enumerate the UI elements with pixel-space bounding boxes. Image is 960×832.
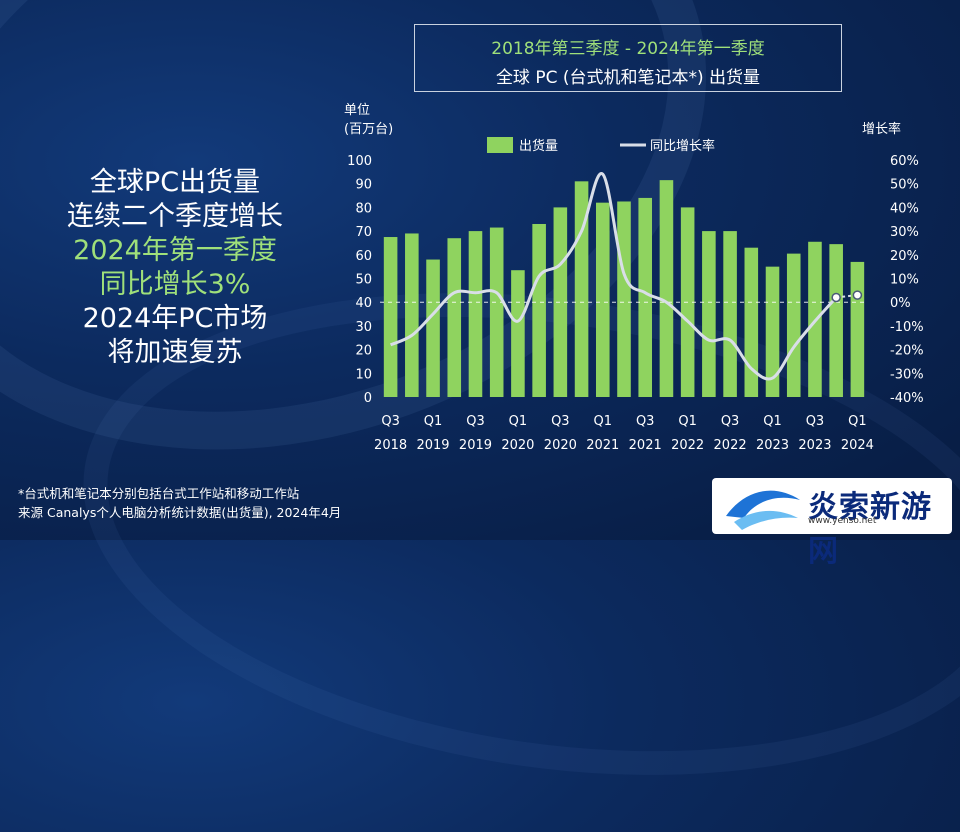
watermark-url: www.yenso.net: [808, 516, 877, 526]
x-tick-year: 2020: [544, 438, 577, 453]
x-tick-quarter: Q1: [763, 414, 782, 429]
y2-tick-label: 30%: [890, 225, 919, 240]
bar-shipments: [850, 261, 865, 397]
bar-shipments: [638, 197, 653, 397]
watermark-text: 炎索新游网: [808, 490, 932, 569]
bar-shipments: [468, 231, 483, 397]
headline-line-6: 将加速复苏: [107, 337, 243, 368]
watermark-logo: 炎索新游网 www.yenso.net: [712, 478, 952, 569]
x-tick-year: 2020: [501, 438, 534, 453]
footnote-definition: *台式机和笔记本分别包括台式工作站和移动工作站: [18, 486, 300, 501]
footnote: *台式机和笔记本分别包括台式工作站和移动工作站 来源 Canalys个人电脑分析…: [18, 484, 341, 522]
x-tick-year: 2024: [841, 438, 874, 453]
bar-shipments: [765, 266, 780, 397]
chart-title-period: 2018年第三季度 - 2024年第一季度: [491, 39, 765, 59]
x-tick-year: 2021: [586, 438, 619, 453]
bar-shipments: [489, 227, 504, 397]
y2-tick-label: -30%: [890, 367, 924, 382]
y-tick-label: 60: [355, 249, 372, 264]
y-tick-label: 50: [355, 273, 372, 288]
bar-shipments: [447, 238, 462, 397]
y-tick-label: 80: [355, 201, 372, 216]
x-tick-quarter: Q1: [678, 414, 697, 429]
growth-rate-point: [852, 290, 863, 300]
y2-tick-label: 60%: [890, 154, 919, 169]
y-axis-label-units-detail: (百万台): [344, 122, 393, 137]
headline-line-1: 全球PC出货量: [89, 167, 261, 198]
legend-bar-swatch: [487, 137, 513, 153]
x-tick-quarter: Q1: [848, 414, 867, 429]
headline-line-4: 同比增长3%: [99, 269, 251, 300]
y-tick-label: 100: [347, 154, 372, 169]
y2-tick-label: 10%: [890, 273, 919, 288]
headline-line-2: 连续二个季度增长: [67, 201, 283, 232]
footnote-source: 来源 Canalys个人电脑分析统计数据(出货量), 2024年4月: [18, 505, 342, 520]
bar-shipments: [532, 223, 546, 397]
y-tick-label: 70: [355, 225, 372, 240]
y-tick-label: 30: [355, 320, 372, 335]
legend-bar-label: 出货量: [519, 138, 558, 154]
y-axis-label-unit: 单位: [344, 103, 370, 118]
y2-tick-label: -10%: [890, 320, 924, 335]
y-tick-label: 20: [355, 344, 372, 359]
y2-tick-label: -20%: [890, 344, 924, 359]
y2-tick-label: 40%: [890, 201, 919, 216]
bar-shipments: [702, 231, 716, 397]
legend-line-label: 同比增长率: [650, 138, 715, 154]
shipment-chart: 单位 (百万台) 增长率 出货量 同比增长率 0 10 20 30 40 50 60 70 80…: [344, 103, 923, 453]
x-tick-quarter: Q3: [636, 414, 655, 429]
x-tick-quarter: Q1: [424, 414, 443, 429]
y2-tick-label: 0%: [890, 296, 911, 311]
x-tick-quarter: Q3: [466, 414, 485, 429]
x-tick-year: 2022: [714, 438, 747, 453]
x-tick-year: 2019: [416, 438, 449, 453]
x-tick-quarter: Q3: [551, 414, 570, 429]
x-tick-year: 2018: [374, 438, 407, 453]
x-tick-quarter: Q3: [381, 414, 400, 429]
x-tick-quarter: Q3: [721, 414, 740, 429]
y2-tick-label: 50%: [890, 178, 919, 193]
x-tick-quarter: Q3: [806, 414, 825, 429]
bar-shipments: [744, 247, 759, 397]
y-tick-label: 0: [364, 391, 372, 406]
y-tick-label: 90: [355, 178, 372, 193]
plot-area: 0 10 20 30 40 50 60 70 80 90 100 -40% -30% -20% -10% 0%…: [347, 154, 923, 453]
x-tick-year: 2019: [459, 438, 492, 453]
bar-shipments: [595, 202, 610, 397]
headline-line-3: 2024年第一季度: [73, 235, 277, 266]
wave-icon: [726, 490, 800, 530]
bar-shipments: [553, 207, 568, 397]
bar-shipments: [383, 237, 398, 397]
growth-rate-point: [831, 292, 841, 303]
headline-line-5: 2024年PC市场: [82, 303, 268, 334]
y2-axis-label: 增长率: [862, 121, 901, 137]
x-tick-quarter: Q1: [509, 414, 528, 429]
bar-shipments: [659, 180, 674, 397]
x-tick-year: 2023: [798, 438, 831, 453]
y-tick-label: 10: [355, 367, 372, 382]
chart-title-main: 全球 PC (台式机和笔记本*) 出货量: [495, 68, 761, 88]
bar-shipments: [829, 244, 843, 397]
growth-rate-line: [389, 172, 838, 381]
headline-panel: 全球PC出货量 连续二个季度增长 2024年第一季度 同比增长3% 2024年P…: [30, 166, 320, 370]
y-tick-label: 40: [355, 296, 372, 311]
x-tick-year: 2021: [629, 438, 662, 453]
bar-shipments: [617, 201, 631, 397]
x-tick-quarter: Q1: [594, 414, 613, 429]
bar-shipments: [786, 253, 801, 397]
chart-title-box: 2018年第三季度 - 2024年第一季度 全球 PC (台式机和笔记本*) 出…: [414, 24, 842, 92]
bar-shipments: [405, 233, 419, 397]
bar-shipments: [426, 259, 440, 397]
y2-tick-label: -40%: [890, 391, 924, 406]
bar-shipments: [723, 231, 737, 397]
x-tick-year: 2023: [756, 438, 789, 453]
y2-tick-label: 20%: [890, 249, 919, 264]
bar-shipments: [511, 270, 525, 397]
x-tick-year: 2022: [671, 438, 704, 453]
